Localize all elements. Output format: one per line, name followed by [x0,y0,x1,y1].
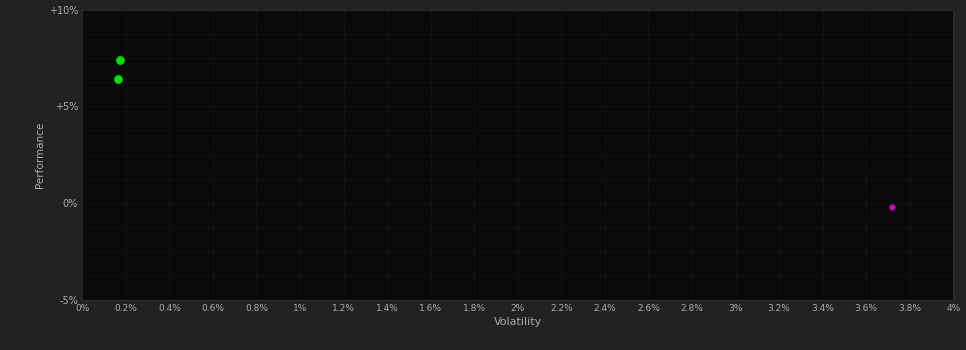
X-axis label: Volatility: Volatility [494,317,542,327]
Y-axis label: Performance: Performance [35,121,44,188]
Point [110,76,126,82]
Point [885,204,900,210]
Point [113,57,128,63]
